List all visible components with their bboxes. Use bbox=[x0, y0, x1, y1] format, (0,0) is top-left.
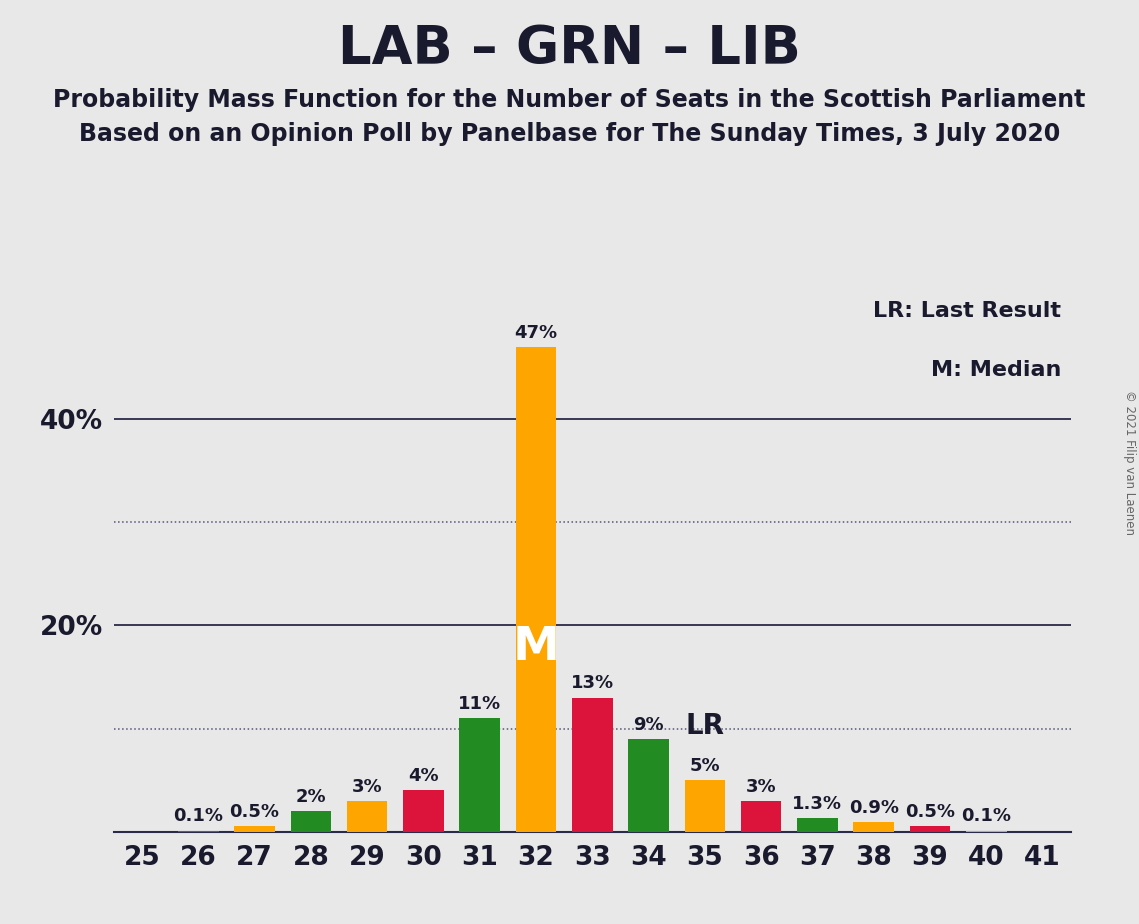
Text: M: Median: M: Median bbox=[931, 360, 1062, 380]
Text: 13%: 13% bbox=[571, 675, 614, 692]
Bar bbox=[572, 698, 613, 832]
Text: 0.5%: 0.5% bbox=[230, 803, 279, 821]
Text: 5%: 5% bbox=[689, 757, 720, 775]
Bar bbox=[629, 739, 669, 832]
Bar bbox=[347, 801, 387, 832]
Bar bbox=[740, 801, 781, 832]
Bar bbox=[685, 780, 726, 832]
Text: LAB – GRN – LIB: LAB – GRN – LIB bbox=[338, 23, 801, 75]
Text: 11%: 11% bbox=[458, 695, 501, 713]
Bar bbox=[459, 718, 500, 832]
Bar bbox=[910, 826, 950, 832]
Text: Based on an Opinion Poll by Panelbase for The Sunday Times, 3 July 2020: Based on an Opinion Poll by Panelbase fo… bbox=[79, 122, 1060, 146]
Bar bbox=[853, 822, 894, 832]
Bar bbox=[516, 347, 556, 832]
Text: 2%: 2% bbox=[295, 788, 326, 806]
Bar bbox=[403, 790, 444, 832]
Text: LR: LR bbox=[686, 712, 724, 740]
Text: 4%: 4% bbox=[408, 767, 439, 785]
Text: LR: Last Result: LR: Last Result bbox=[874, 301, 1062, 321]
Bar bbox=[290, 811, 331, 832]
Text: 47%: 47% bbox=[515, 324, 558, 342]
Bar bbox=[797, 819, 837, 832]
Text: 3%: 3% bbox=[746, 777, 777, 796]
Text: M: M bbox=[513, 625, 559, 670]
Text: 9%: 9% bbox=[633, 716, 664, 734]
Text: 0.9%: 0.9% bbox=[849, 799, 899, 817]
Bar bbox=[235, 826, 274, 832]
Text: 3%: 3% bbox=[352, 777, 383, 796]
Text: 0.5%: 0.5% bbox=[906, 803, 954, 821]
Text: 0.1%: 0.1% bbox=[961, 808, 1011, 825]
Text: 1.3%: 1.3% bbox=[793, 795, 843, 813]
Text: Probability Mass Function for the Number of Seats in the Scottish Parliament: Probability Mass Function for the Number… bbox=[54, 88, 1085, 112]
Text: © 2021 Filip van Laenen: © 2021 Filip van Laenen bbox=[1123, 390, 1137, 534]
Bar bbox=[966, 831, 1007, 832]
Text: 0.1%: 0.1% bbox=[173, 808, 223, 825]
Bar bbox=[178, 831, 219, 832]
